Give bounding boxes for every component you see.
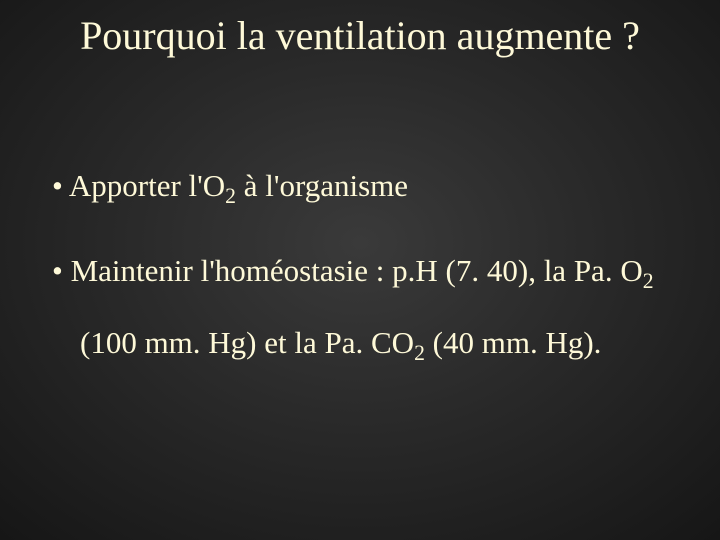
bullet-item: Apporter l'O2 à l'organisme (52, 150, 680, 221)
slide-content: Apporter l'O2 à l'organisme Maintenir l'… (52, 150, 680, 392)
slide: Pourquoi la ventilation augmente ? Appor… (0, 0, 720, 540)
bullet-item: Maintenir l'homéostasie : p.H (7. 40), l… (52, 235, 680, 378)
slide-title: Pourquoi la ventilation augmente ? (0, 12, 720, 59)
